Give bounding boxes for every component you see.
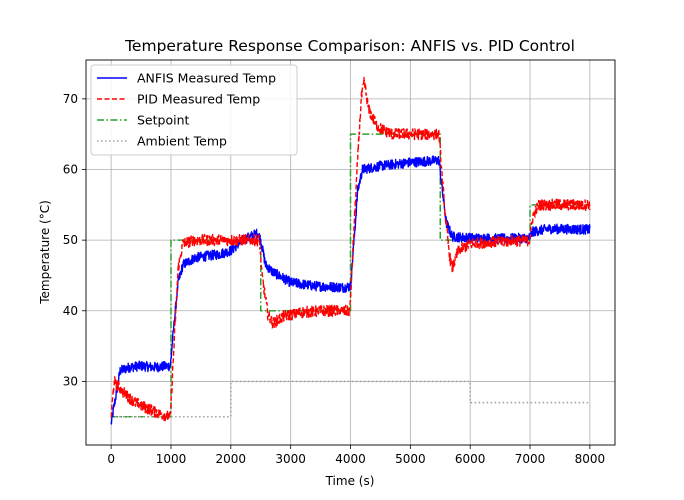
chart-title: Temperature Response Comparison: ANFIS v… — [124, 37, 575, 55]
series-line-pid-measured-temp — [110, 76, 591, 422]
y-tick-label: 60 — [63, 162, 78, 176]
y-axis-label: Temperature (°C) — [38, 200, 52, 305]
x-axis-label: Time (s) — [325, 474, 375, 488]
y-tick-label: 70 — [63, 92, 78, 106]
legend: ANFIS Measured Temp PID Measured Temp Setp… — [90, 64, 298, 156]
series-layer — [110, 76, 591, 425]
x-tick-label: 6000 — [455, 452, 486, 466]
y-tick-label: 50 — [63, 233, 78, 247]
legend-label: Ambient Temp — [137, 134, 227, 149]
ticks: 0 1000 2000 3000 4000 5000 6000 7000 8000 30 40 50 6… — [63, 92, 605, 466]
x-tick-label: 5000 — [395, 452, 426, 466]
x-tick-label: 2000 — [216, 452, 247, 466]
x-tick-label: 3000 — [275, 452, 306, 466]
x-tick-label: 8000 — [575, 452, 606, 466]
legend-label: ANFIS Measured Temp — [137, 71, 276, 86]
y-tick-label: 30 — [63, 374, 78, 388]
legend-label: Setpoint — [137, 113, 190, 128]
x-tick-label: 1000 — [156, 452, 187, 466]
x-tick-label: 0 — [107, 452, 115, 466]
x-tick-label: 4000 — [335, 452, 366, 466]
legend-box — [90, 64, 298, 156]
legend-label: PID Measured Temp — [137, 92, 260, 107]
x-tick-label: 7000 — [515, 452, 546, 466]
y-tick-label: 40 — [63, 304, 78, 318]
